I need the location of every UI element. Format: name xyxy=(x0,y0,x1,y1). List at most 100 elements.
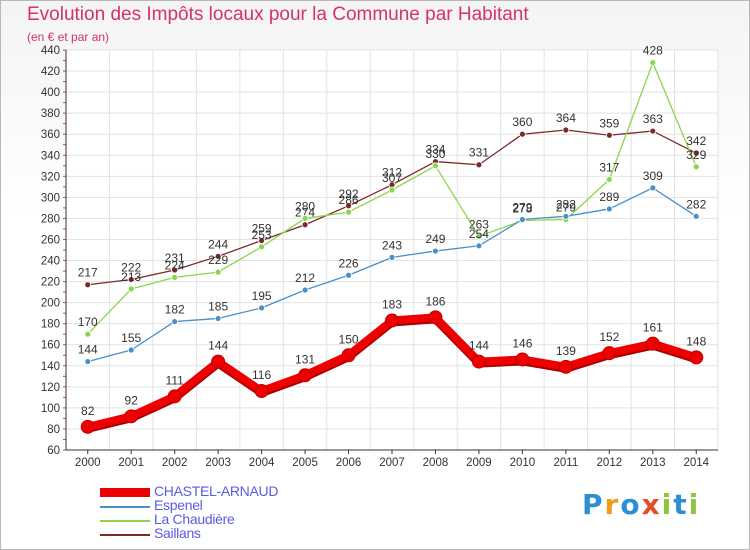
data-point-la-chaudi-re xyxy=(171,273,179,281)
data-label-saillans: 222 xyxy=(121,260,141,274)
x-tick-label: 2008 xyxy=(423,457,449,469)
data-point-la-chaudi-re xyxy=(214,268,222,276)
data-label-espenel: 282 xyxy=(556,197,576,211)
logo-letter: o xyxy=(620,488,642,521)
data-label-chastel-arnaud: 183 xyxy=(382,298,402,312)
data-point-saillans xyxy=(301,221,309,229)
data-point-chastel-arnaud xyxy=(80,419,95,434)
data-label-espenel: 212 xyxy=(295,271,315,285)
data-point-espenel xyxy=(605,205,613,213)
data-label-saillans: 312 xyxy=(382,166,402,180)
data-point-chastel-arnaud xyxy=(341,348,356,363)
data-label-espenel: 309 xyxy=(643,169,663,183)
y-tick-label: 440 xyxy=(41,45,60,57)
x-tick-label: 2009 xyxy=(466,457,492,469)
data-label-saillans: 364 xyxy=(556,111,576,125)
data-label-saillans: 342 xyxy=(686,134,706,148)
data-point-saillans xyxy=(562,126,570,134)
data-point-chastel-arnaud xyxy=(515,352,530,367)
data-point-la-chaudi-re xyxy=(127,285,135,293)
data-label-la-chaudi-re: 307 xyxy=(382,171,402,185)
legend-swatch xyxy=(100,520,150,522)
x-tick-label: 2013 xyxy=(640,457,666,469)
x-tick-label: 2006 xyxy=(336,457,362,469)
x-tick-label: 2012 xyxy=(597,457,623,469)
data-point-chastel-arnaud xyxy=(602,346,617,361)
y-tick-label: 240 xyxy=(41,256,60,268)
data-point-la-chaudi-re xyxy=(258,243,266,251)
x-tick-label: 2002 xyxy=(162,457,188,469)
legend-swatch xyxy=(100,488,150,497)
data-label-espenel: 195 xyxy=(252,289,272,303)
data-point-chastel-arnaud xyxy=(428,310,443,325)
data-label-chastel-arnaud: 144 xyxy=(469,339,489,353)
data-label-saillans: 359 xyxy=(599,116,619,130)
logo-letter: i xyxy=(661,488,674,521)
data-point-espenel xyxy=(649,184,657,192)
legend-swatch xyxy=(100,534,150,536)
data-label-espenel: 282 xyxy=(686,197,706,211)
data-point-saillans xyxy=(649,127,657,135)
y-tick-label: 400 xyxy=(41,87,60,99)
y-tick-label: 120 xyxy=(41,382,60,394)
y-tick-label: 180 xyxy=(41,319,60,331)
data-label-espenel: 254 xyxy=(469,227,489,241)
y-tick-label: 380 xyxy=(41,108,60,120)
x-tick-label: 2000 xyxy=(75,457,101,469)
data-point-la-chaudi-re xyxy=(475,232,483,240)
data-label-espenel: 144 xyxy=(78,343,98,357)
data-label-chastel-arnaud: 139 xyxy=(556,344,576,358)
data-point-espenel xyxy=(475,242,483,250)
logo-letter: x xyxy=(641,488,662,521)
y-tick-label: 260 xyxy=(41,234,60,246)
y-tick-label: 220 xyxy=(41,277,60,289)
data-label-saillans: 360 xyxy=(512,115,532,129)
data-label-espenel: 182 xyxy=(165,303,185,317)
data-label-saillans: 259 xyxy=(252,222,272,236)
data-label-la-chaudi-re: 317 xyxy=(599,160,619,174)
data-point-chastel-arnaud xyxy=(124,409,139,424)
data-point-chastel-arnaud xyxy=(471,354,486,369)
x-tick-label: 2014 xyxy=(683,457,709,469)
y-tick-label: 340 xyxy=(41,150,60,162)
data-point-espenel xyxy=(519,216,526,223)
data-point-saillans xyxy=(475,161,483,169)
legend-label: Saillans xyxy=(154,525,201,541)
data-label-chastel-arnaud: 82 xyxy=(81,404,95,418)
data-point-chastel-arnaud xyxy=(211,354,226,369)
data-label-la-chaudi-re: 279 xyxy=(556,200,576,214)
data-label-saillans: 363 xyxy=(643,112,663,126)
data-point-saillans xyxy=(214,252,222,260)
data-label-la-chaudi-re: 286 xyxy=(339,193,359,207)
data-point-espenel xyxy=(258,304,266,312)
y-tick-label: 420 xyxy=(41,66,60,78)
data-label-la-chaudi-re: 170 xyxy=(78,315,98,329)
plot-area xyxy=(66,50,718,450)
data-label-la-chaudi-re: 253 xyxy=(252,228,272,242)
data-point-espenel xyxy=(692,212,700,220)
data-label-chastel-arnaud: 144 xyxy=(208,339,228,353)
y-tick-label: 80 xyxy=(47,424,60,436)
data-label-saillans: 217 xyxy=(78,266,98,280)
x-tick-label: 2011 xyxy=(553,457,578,469)
y-tick-label: 160 xyxy=(41,340,60,352)
data-point-la-chaudi-re xyxy=(432,162,439,170)
y-tick-label: 200 xyxy=(41,298,60,310)
data-label-chastel-arnaud: 161 xyxy=(643,321,663,335)
data-point-la-chaudi-re xyxy=(345,208,352,216)
proxiti-logo: Proxiti xyxy=(582,488,700,521)
data-point-espenel xyxy=(432,247,439,255)
logo-letter: r xyxy=(604,488,621,521)
data-label-saillans: 231 xyxy=(165,251,185,265)
data-point-espenel xyxy=(171,318,179,325)
data-point-espenel xyxy=(214,315,222,322)
data-point-espenel xyxy=(345,271,352,279)
data-point-chastel-arnaud xyxy=(385,313,399,328)
data-label-la-chaudi-re: 229 xyxy=(208,253,228,267)
x-tick-label: 2004 xyxy=(249,457,275,469)
y-tick-label: 360 xyxy=(41,129,60,141)
data-point-la-chaudi-re xyxy=(388,186,396,194)
data-point-saillans xyxy=(692,149,700,157)
data-label-la-chaudi-re: 280 xyxy=(295,199,315,213)
